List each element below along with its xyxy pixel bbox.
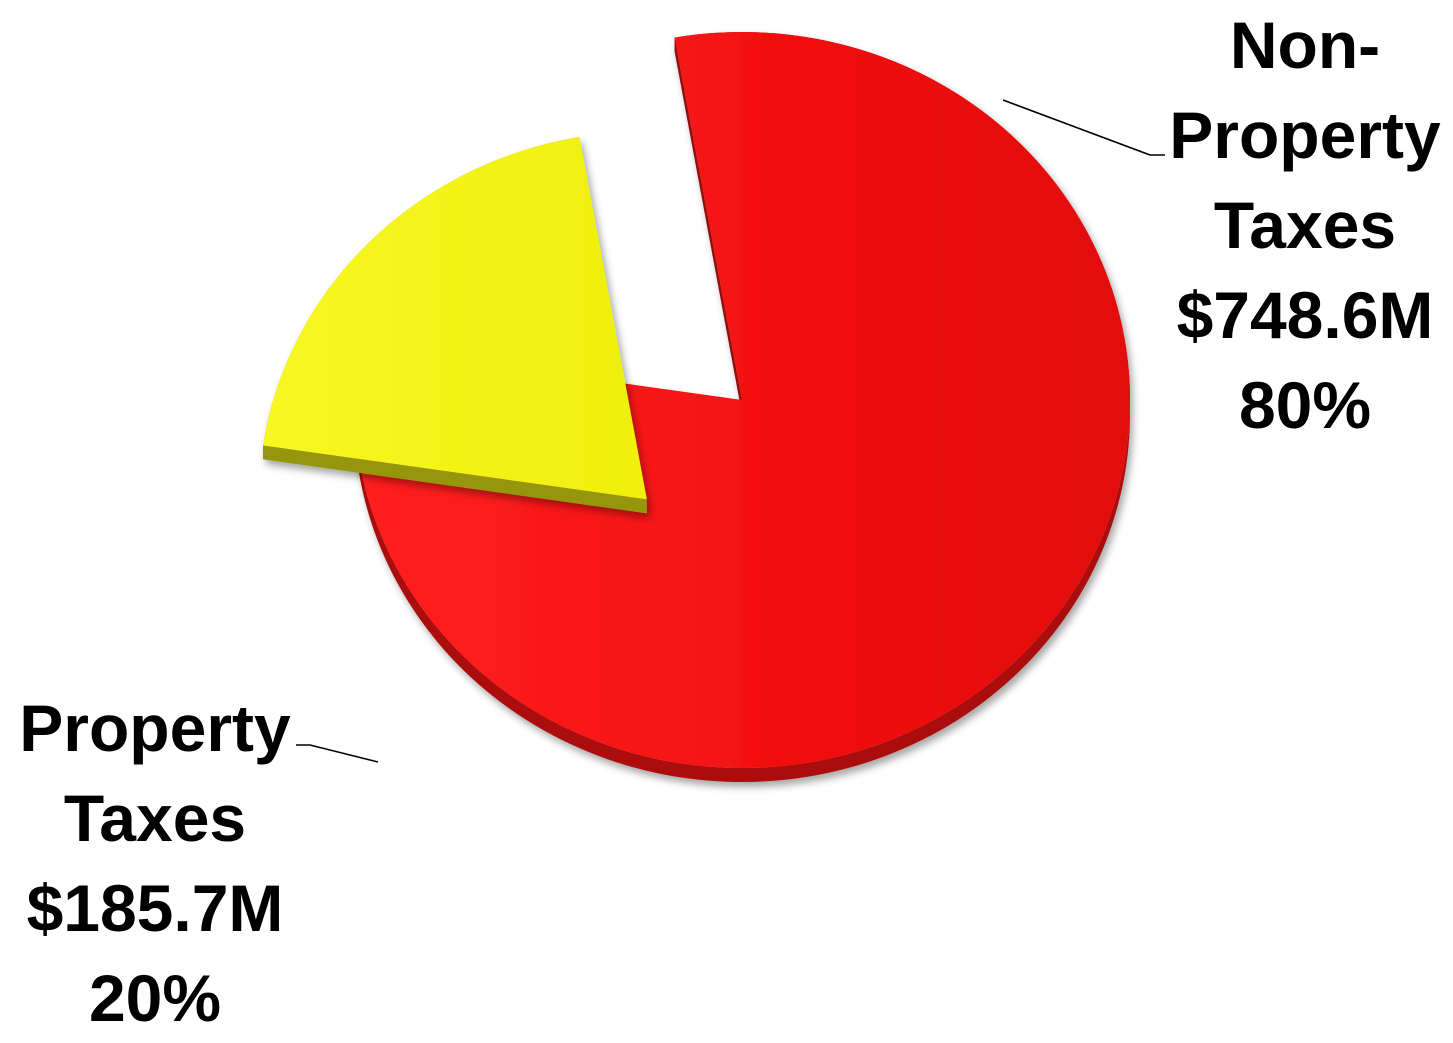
slice-label-line: Taxes	[63, 781, 247, 855]
slice-label-non-property-taxes: Non- Property Taxes $748.6M 80%	[1160, 0, 1450, 450]
pie-slice-wall	[263, 445, 647, 514]
pie-slice	[263, 136, 647, 514]
pie-slice-top	[354, 31, 1131, 768]
pie-slice-wall	[674, 37, 742, 414]
slice-label-line: Property	[1169, 98, 1441, 172]
leader-line-property	[296, 744, 379, 763]
slice-label-line: Taxes	[1213, 188, 1397, 262]
leader-line-non-property	[1002, 99, 1165, 156]
pie-slice-top	[263, 136, 647, 500]
pie-slice	[354, 31, 1131, 782]
slice-label-line: Property	[19, 691, 291, 765]
slice-percent-label: 80%	[1238, 368, 1372, 442]
slice-amount-label: $185.7M	[26, 871, 284, 945]
slice-percent-label: 20%	[88, 961, 222, 1035]
slice-label-property-taxes: Property Taxes $185.7M 20%	[0, 683, 310, 1043]
slice-label-line: Non-	[1229, 8, 1381, 82]
slice-amount-label: $748.6M	[1176, 278, 1434, 352]
